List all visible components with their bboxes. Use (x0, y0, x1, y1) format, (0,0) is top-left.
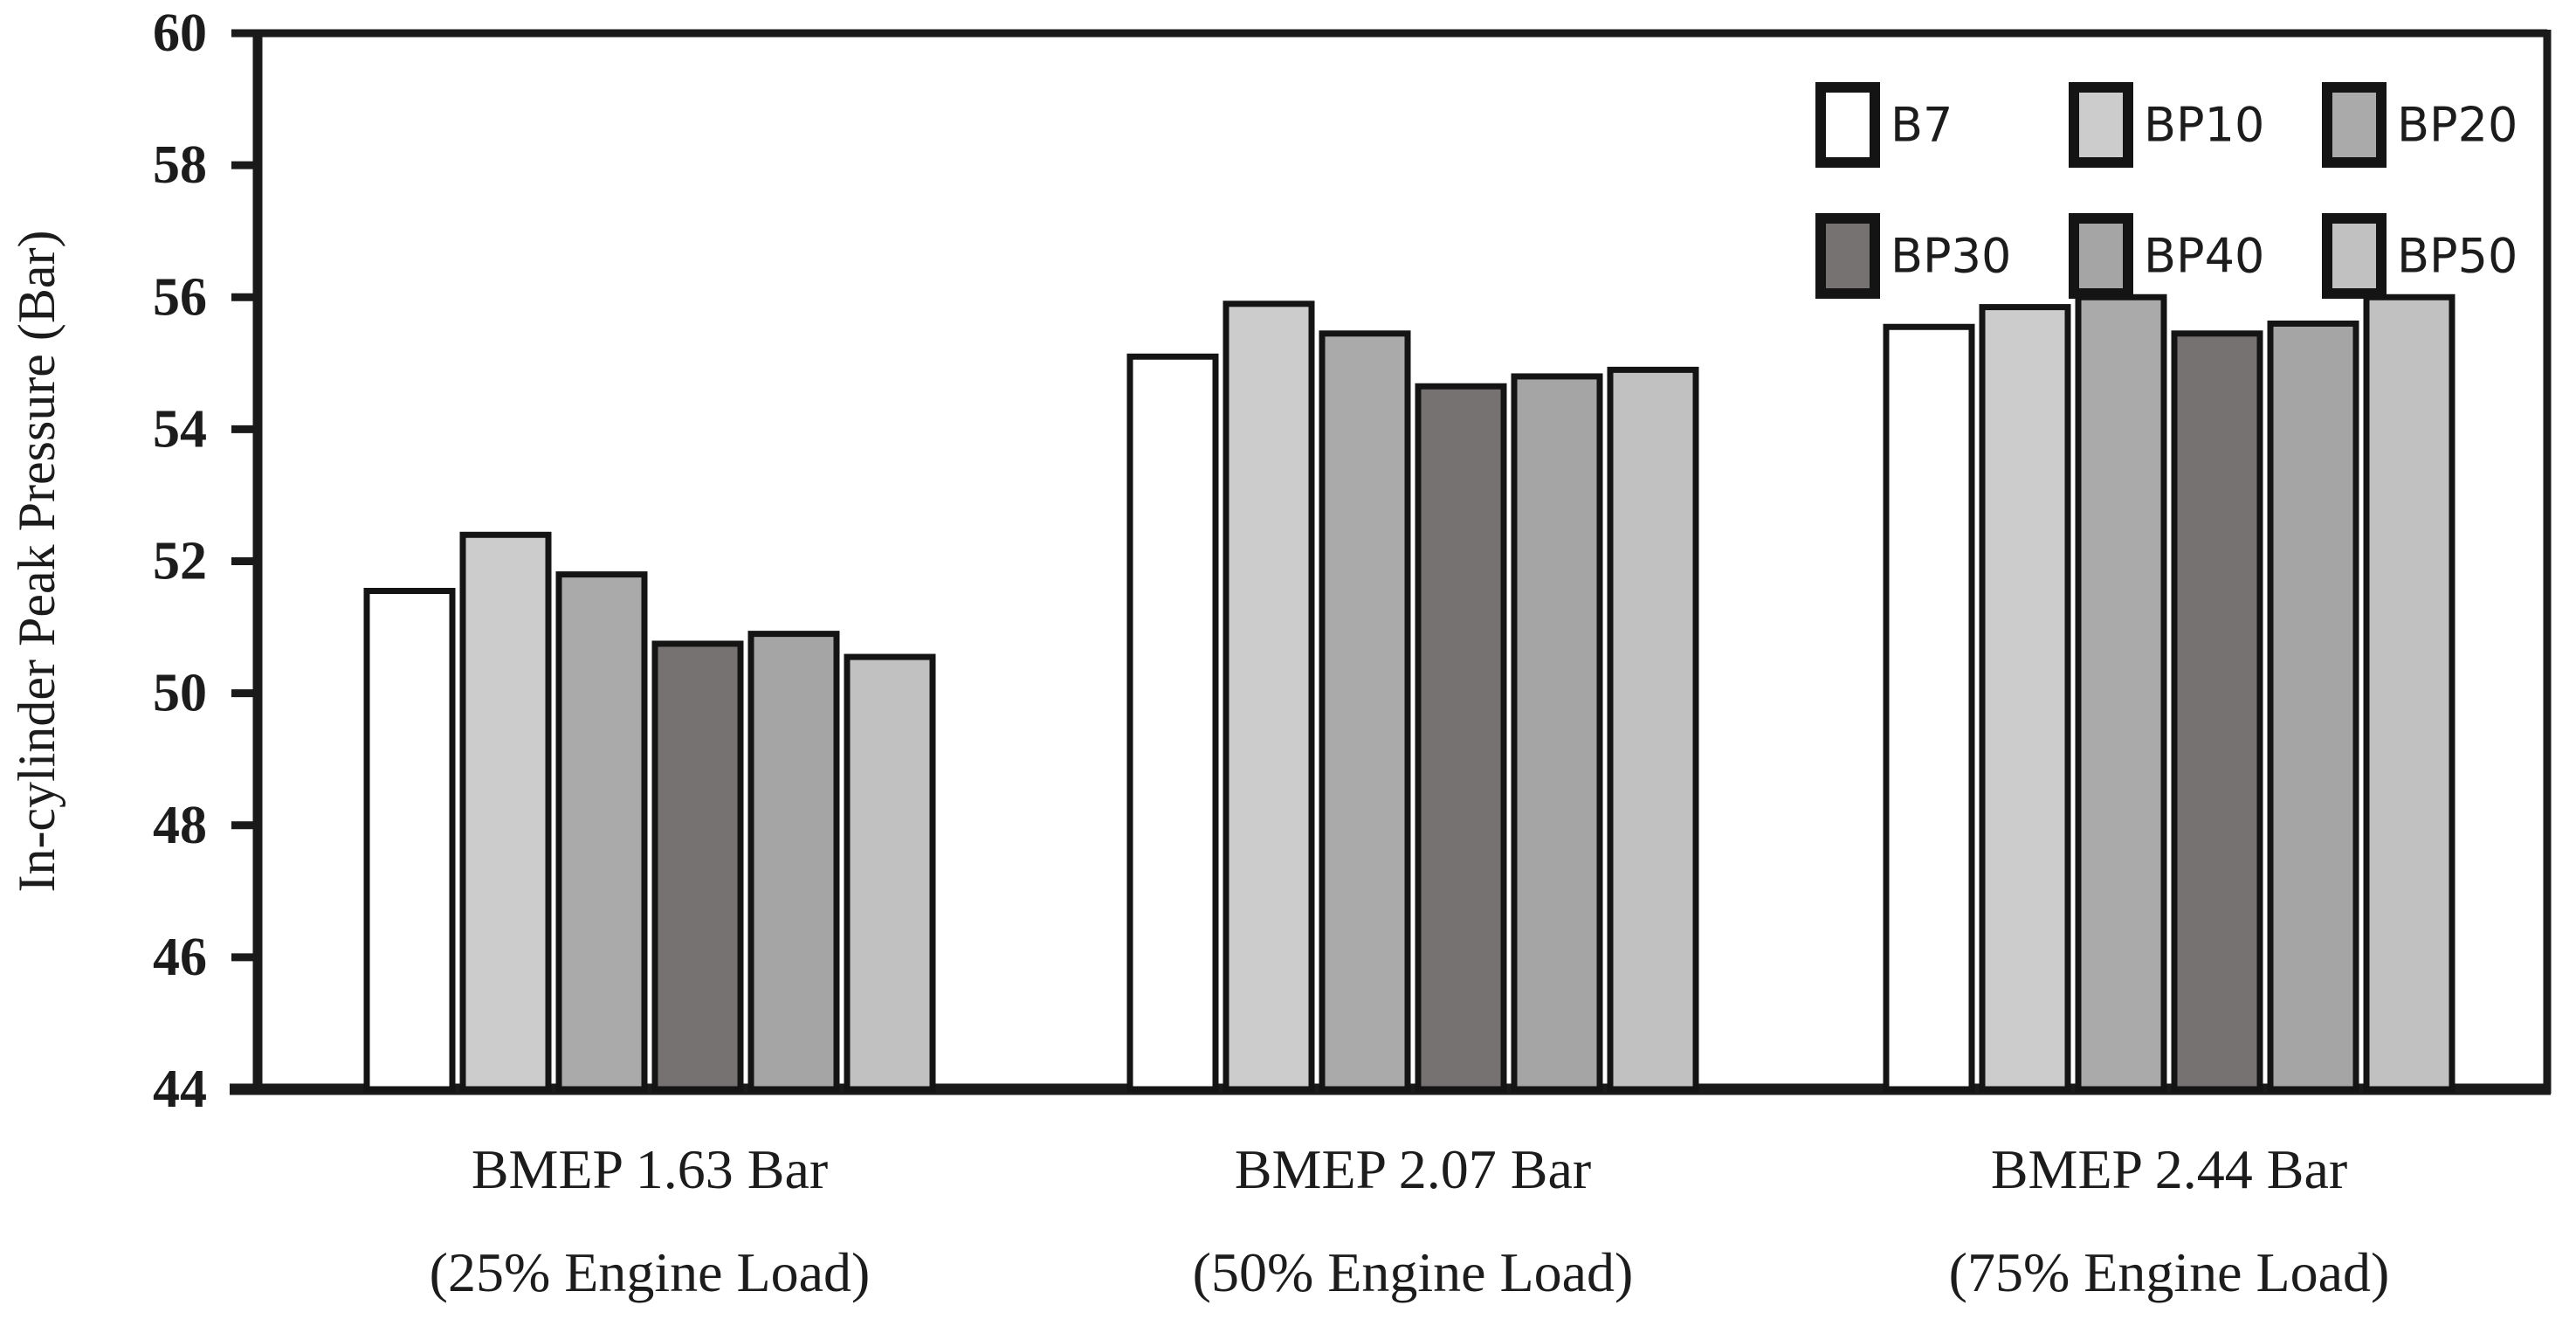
legend: B7 BP10 BP20 BP30 BP40 BP50 (1815, 82, 2517, 299)
y-tick-label: 48 (153, 796, 207, 855)
legend-item-BP40: BP40 (2069, 213, 2264, 299)
bar-group-2 (1126, 300, 1699, 1093)
legend-item-BP50: BP50 (2322, 213, 2517, 299)
y-tick-label: 56 (153, 267, 207, 327)
legend-label-BP40: BP40 (2144, 229, 2264, 284)
y-tick-label: 52 (153, 532, 207, 591)
legend-swatch-BP50 (2322, 213, 2387, 299)
bar-group-3 (1883, 293, 2455, 1093)
bar-BP20-group3 (2075, 293, 2167, 1093)
bar-BP30-group1 (651, 640, 744, 1093)
legend-item-B7: B7 (1815, 82, 1953, 168)
legend-item-BP20: BP20 (2322, 82, 2517, 168)
y-tick-label: 54 (153, 399, 207, 459)
bar-BP30-group2 (1415, 383, 1507, 1093)
y-tick-label: 46 (153, 928, 207, 987)
legend-label-BP10: BP10 (2144, 98, 2264, 153)
bar-BP20-group1 (555, 571, 648, 1093)
y-tick-label: 58 (153, 135, 207, 195)
legend-swatch-BP40 (2069, 213, 2133, 299)
group-label-line2: (75% Engine Load) (1949, 1241, 2390, 1303)
bar-BP40-group3 (2267, 320, 2359, 1093)
y-tick-label: 60 (153, 3, 207, 63)
y-tick-label: 50 (153, 664, 207, 723)
y-axis-title-text: In-cylinder Peak Pressure (Bar) (8, 230, 65, 892)
legend-label-BP20: BP20 (2397, 98, 2517, 153)
legend-item-BP30: BP30 (1815, 213, 2011, 299)
y-tick-label: 44 (153, 1060, 207, 1119)
bar-B7-group3 (1883, 323, 1975, 1093)
bar-BP50-group1 (844, 653, 936, 1093)
group-label-line2: (25% Engine Load) (430, 1241, 871, 1303)
bar-BP50-group3 (2363, 293, 2455, 1093)
bar-BP40-group2 (1511, 373, 1603, 1093)
legend-label-BP30: BP30 (1891, 229, 2011, 284)
bar-BP40-group1 (747, 631, 840, 1093)
legend-label-BP50: BP50 (2397, 229, 2517, 284)
y-axis-title: In-cylinder Peak Pressure (Bar) (8, 230, 65, 892)
bar-groups (363, 293, 2455, 1093)
bar-BP50-group2 (1607, 366, 1699, 1093)
legend-swatch-B7 (1815, 82, 1880, 168)
bar-BP20-group2 (1319, 330, 1411, 1093)
legend-swatch-BP20 (2322, 82, 2387, 168)
bar-B7-group1 (363, 588, 456, 1093)
bar-group-1 (363, 531, 936, 1093)
legend-item-BP10: BP10 (2069, 82, 2264, 168)
bar-BP30-group3 (2171, 330, 2263, 1093)
legend-label-B7: B7 (1891, 98, 1953, 153)
group-label-line1: BMEP 1.63 Bar (472, 1138, 828, 1200)
group-label-line1: BMEP 2.07 Bar (1235, 1138, 1591, 1200)
group-label-line2: (50% Engine Load) (1193, 1241, 1634, 1303)
legend-swatch-BP10 (2069, 82, 2133, 168)
group-label-line1: BMEP 2.44 Bar (1991, 1138, 2347, 1200)
legend-swatch-BP30 (1815, 213, 1880, 299)
bar-BP10-group1 (459, 531, 552, 1093)
x-category-labels: BMEP 1.63 Bar (25% Engine Load) BMEP 2.07 … (430, 1138, 2390, 1303)
bar-BP10-group3 (1979, 304, 2071, 1093)
bar-BP10-group2 (1223, 300, 1315, 1093)
y-axis: 44 46 48 50 52 54 56 58 60 (153, 3, 258, 1119)
bar-B7-group2 (1126, 353, 1219, 1093)
